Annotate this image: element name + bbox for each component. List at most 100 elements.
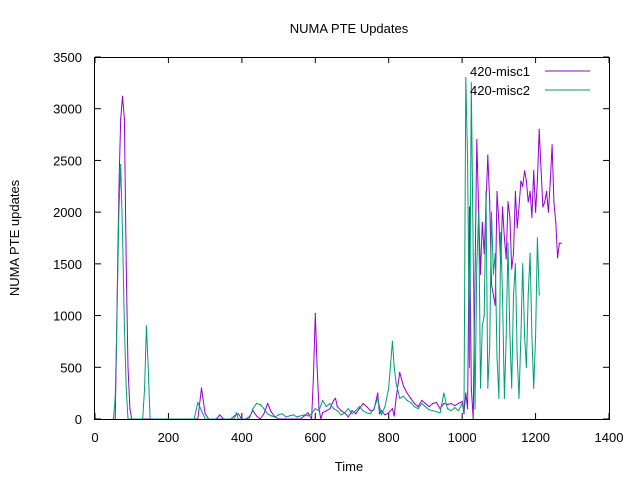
data-point-420-misc1 xyxy=(336,406,338,408)
data-point-420-misc1 xyxy=(514,190,517,193)
data-point-420-misc1 xyxy=(489,201,491,203)
data-point-420-misc2 xyxy=(465,77,467,79)
data-point-420-misc2 xyxy=(399,397,401,399)
data-point-420-misc2 xyxy=(355,410,357,412)
data-point-420-misc1 xyxy=(512,252,515,255)
data-point-420-misc1 xyxy=(518,206,520,208)
data-point-420-misc1 xyxy=(511,268,513,270)
data-point-420-misc2 xyxy=(255,402,258,405)
data-point-420-misc2 xyxy=(527,294,529,296)
data-point-420-misc1 xyxy=(498,221,500,224)
data-point-420-misc1 xyxy=(237,413,239,415)
x-tick-label: 800 xyxy=(378,430,400,445)
data-point-420-misc1 xyxy=(496,190,498,193)
data-point-420-misc2 xyxy=(292,414,294,416)
data-point-420-misc2 xyxy=(116,315,118,317)
data-point-420-misc1 xyxy=(125,263,127,265)
data-point-420-misc2 xyxy=(314,408,316,410)
data-point-420-misc2 xyxy=(525,366,528,368)
data-point-420-misc1 xyxy=(391,408,393,410)
y-tick-label: 3500 xyxy=(53,50,82,65)
data-point-420-misc1 xyxy=(527,201,529,203)
data-point-420-misc1 xyxy=(406,392,408,394)
data-point-420-misc1 xyxy=(355,413,357,415)
data-point-420-misc1 xyxy=(490,283,493,286)
data-point-420-misc1 xyxy=(219,414,221,416)
data-point-420-misc1 xyxy=(481,221,483,224)
data-point-420-misc2 xyxy=(340,414,342,416)
data-point-420-misc2 xyxy=(417,408,419,410)
data-point-420-misc2 xyxy=(123,325,125,327)
data-point-420-misc2 xyxy=(516,356,518,358)
data-point-420-misc2 xyxy=(406,399,408,401)
data-point-420-misc2 xyxy=(535,335,537,337)
series-line-420-misc2 xyxy=(112,77,540,420)
data-point-420-misc1 xyxy=(465,392,467,394)
data-point-420-misc2 xyxy=(500,232,502,234)
data-point-420-misc2 xyxy=(505,335,507,337)
data-point-420-misc2 xyxy=(450,410,452,412)
data-point-420-misc1 xyxy=(467,408,469,410)
y-tick-label: 3000 xyxy=(53,102,82,117)
x-tick-label: 0 xyxy=(91,430,98,445)
data-point-420-misc1 xyxy=(505,258,507,260)
data-point-420-misc1 xyxy=(463,413,465,415)
data-point-420-misc2 xyxy=(296,416,298,418)
data-point-420-misc1 xyxy=(553,201,555,203)
data-point-420-misc1 xyxy=(378,413,381,415)
data-point-420-misc2 xyxy=(289,415,291,417)
data-point-420-misc2 xyxy=(511,387,513,389)
data-point-420-misc2 xyxy=(358,406,360,408)
data-point-420-misc1 xyxy=(435,401,437,404)
data-point-420-misc1 xyxy=(340,410,342,412)
data-point-420-misc2 xyxy=(509,335,511,337)
x-tick-label: 200 xyxy=(158,430,180,445)
data-point-420-misc2 xyxy=(259,403,261,406)
data-point-420-misc2 xyxy=(520,335,522,337)
data-point-420-misc2 xyxy=(536,237,539,239)
data-point-420-misc1 xyxy=(461,400,463,402)
data-point-420-misc2 xyxy=(263,408,265,410)
data-point-420-misc1 xyxy=(476,139,478,141)
data-point-420-misc1 xyxy=(483,252,485,255)
axis-ticks: 0 200 400 600 800 1000 1200 1400 0 500 1000 1500 200… xyxy=(53,50,623,445)
data-point-420-misc2 xyxy=(329,402,331,405)
data-point-420-misc1 xyxy=(546,190,548,193)
data-point-420-misc2 xyxy=(300,415,302,417)
legend-label: 420-misc1 xyxy=(470,64,530,79)
data-point-420-misc1 xyxy=(551,144,553,146)
x-tick-label: 600 xyxy=(304,430,326,445)
data-point-420-misc1 xyxy=(410,397,412,399)
data-point-420-misc1 xyxy=(402,385,404,387)
data-point-420-misc1 xyxy=(424,402,426,405)
data-point-420-misc1 xyxy=(555,221,557,224)
data-point-420-misc2 xyxy=(377,397,379,399)
data-point-420-misc1 xyxy=(509,216,511,218)
data-point-420-misc2 xyxy=(489,346,491,348)
data-point-420-misc2 xyxy=(470,82,472,84)
data-point-420-misc2 xyxy=(479,387,482,389)
data-point-420-misc2 xyxy=(281,413,283,415)
data-point-420-misc1 xyxy=(535,211,537,213)
data-point-420-misc1 xyxy=(307,412,309,414)
data-point-420-misc2 xyxy=(498,397,500,399)
data-point-420-misc2 xyxy=(344,412,346,414)
data-point-420-misc2 xyxy=(514,263,517,265)
data-point-420-misc1 xyxy=(428,406,430,408)
data-point-420-misc2 xyxy=(147,366,149,368)
data-point-420-misc1 xyxy=(303,415,305,417)
data-point-420-misc2 xyxy=(384,406,386,408)
data-point-420-misc1 xyxy=(542,206,544,208)
data-point-420-misc1 xyxy=(501,206,504,208)
data-point-420-misc2 xyxy=(432,410,434,412)
data-point-420-misc2 xyxy=(391,340,393,342)
data-point-420-misc1 xyxy=(388,412,390,414)
data-point-420-misc1 xyxy=(533,170,535,172)
data-point-420-misc1 xyxy=(347,416,349,418)
data-point-420-misc1 xyxy=(516,227,518,229)
data-point-420-misc2 xyxy=(467,159,469,161)
data-point-420-misc1 xyxy=(522,185,524,187)
data-point-420-misc2 xyxy=(478,211,480,213)
data-point-420-misc2 xyxy=(481,325,483,327)
data-point-420-misc2 xyxy=(274,416,276,418)
